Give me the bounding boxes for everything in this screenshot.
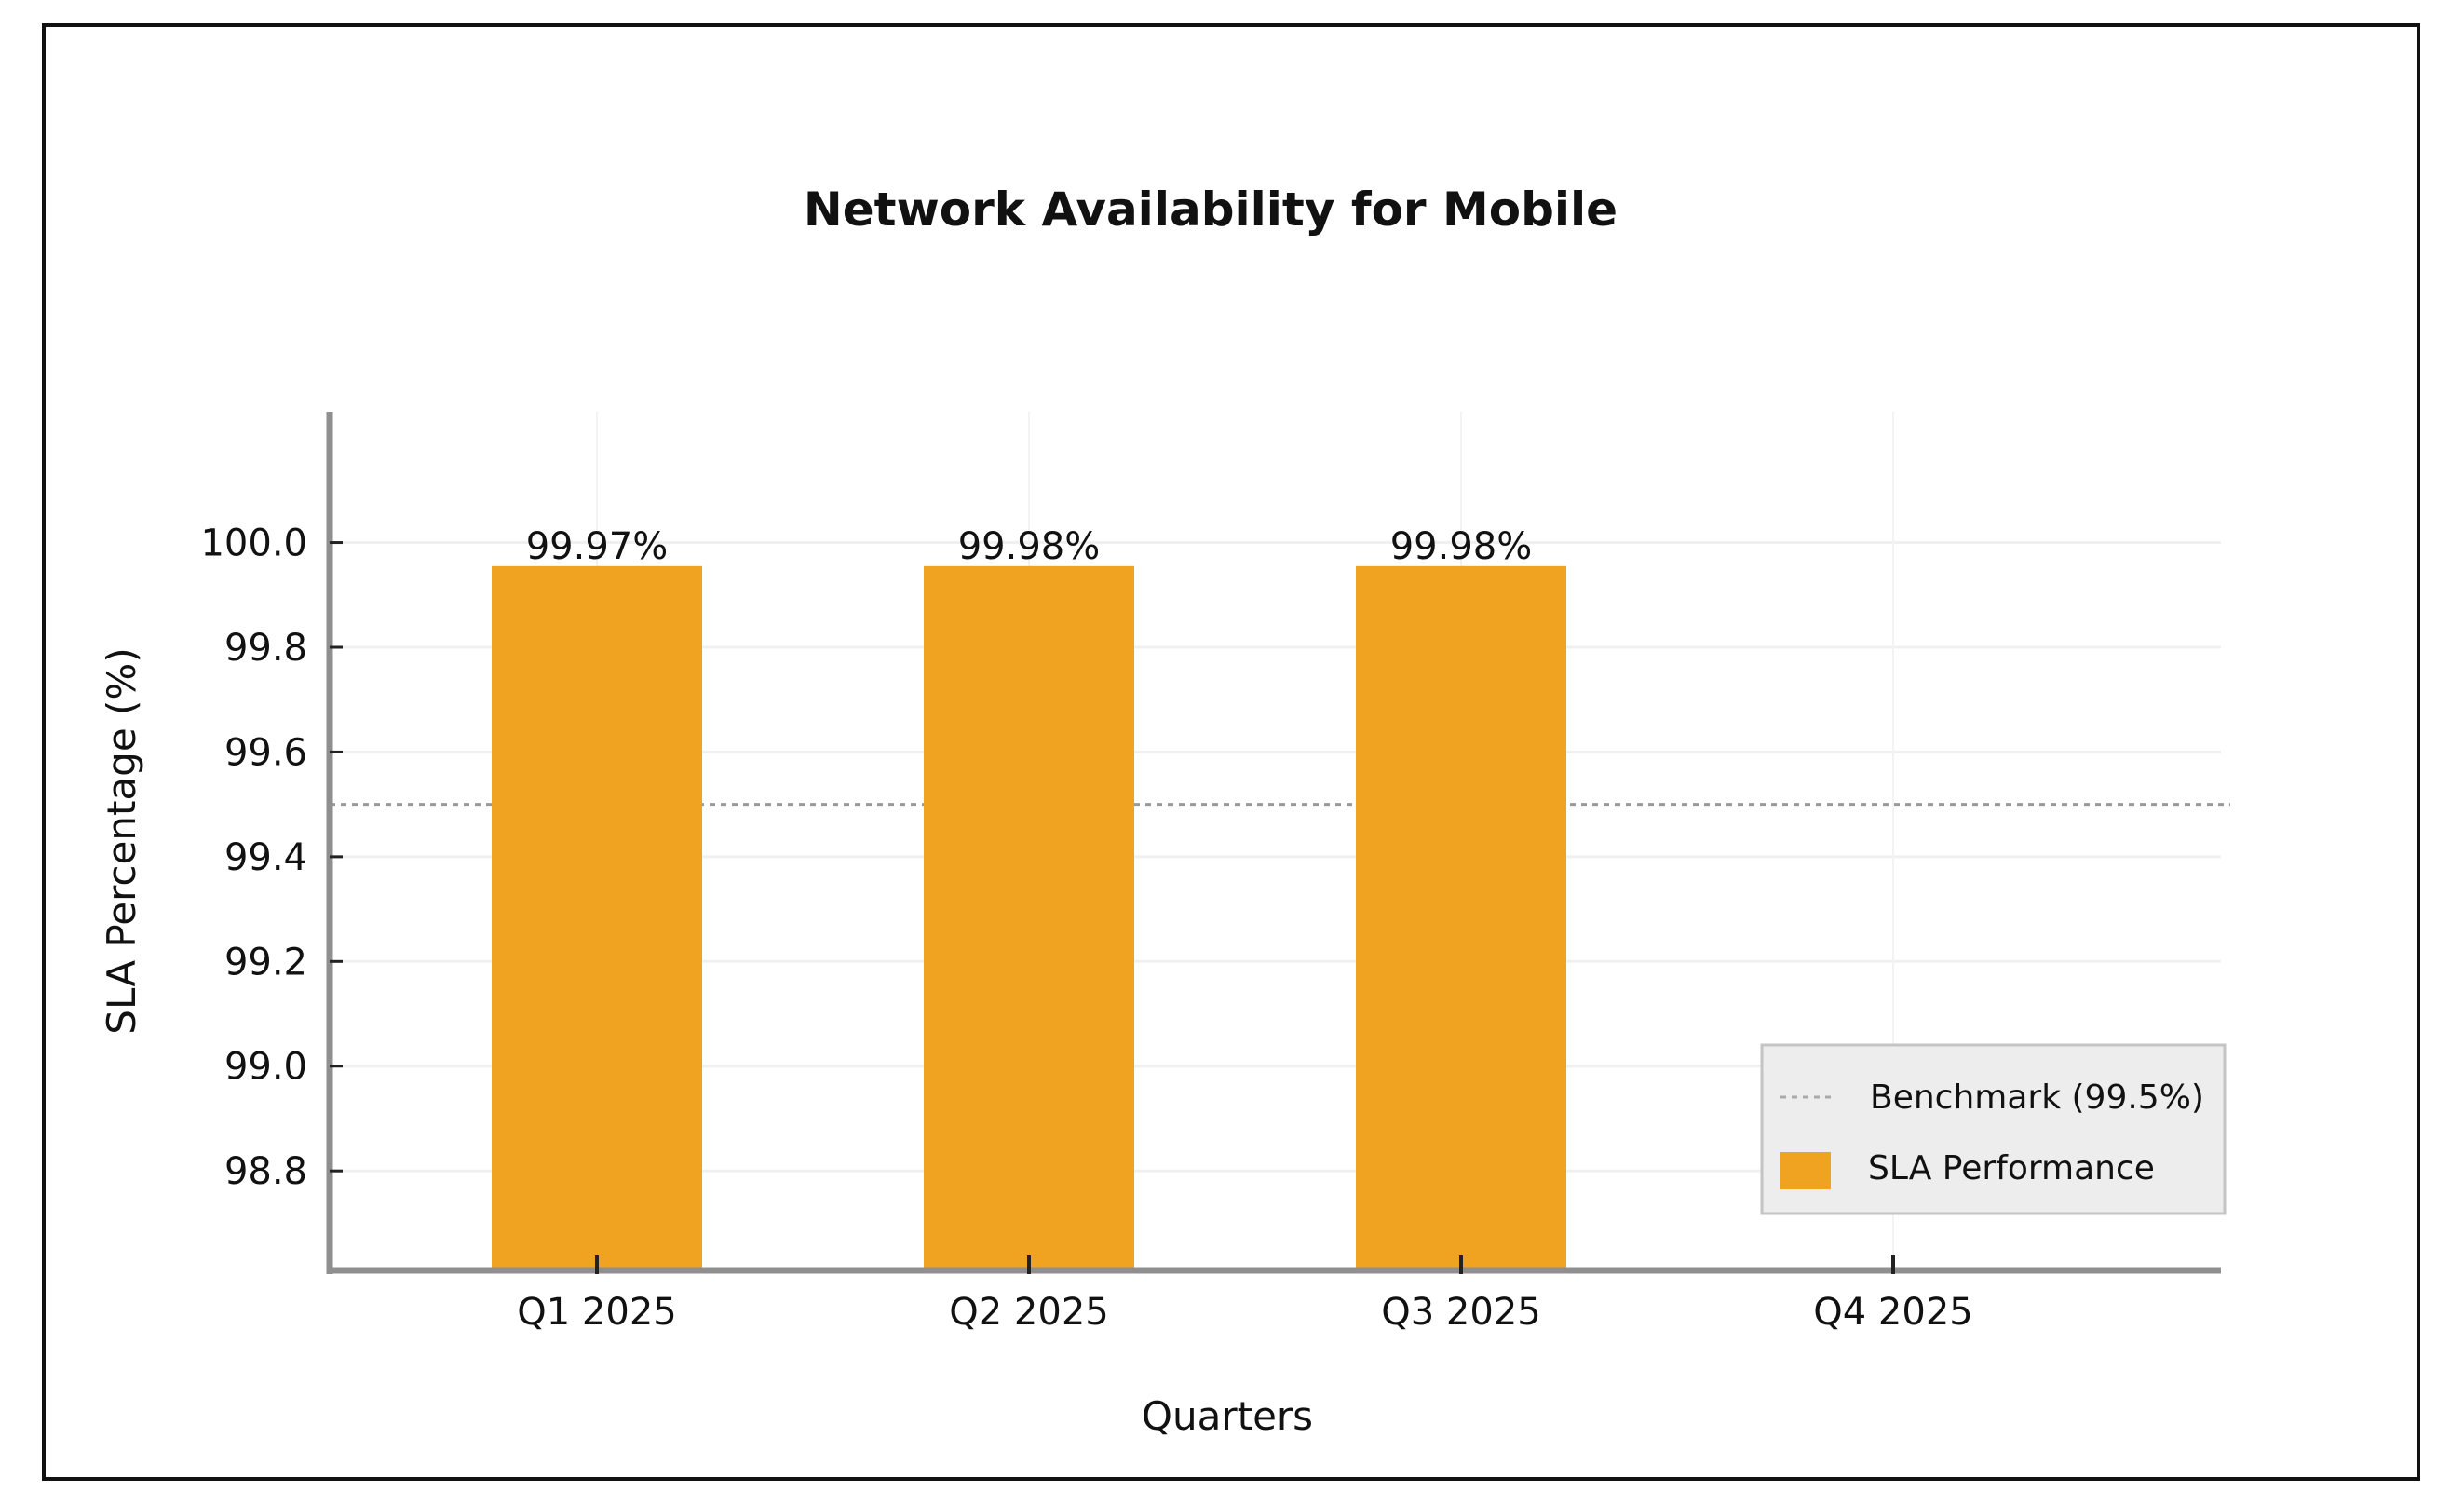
x-tick-label: Q1 2025 (517, 1291, 676, 1334)
x-axis-label: Quarters (1142, 1393, 1313, 1439)
y-tick-label: 99.6 (224, 731, 307, 774)
y-tick-label: 98.8 (224, 1150, 307, 1193)
y-tick-label: 100.0 (200, 522, 307, 565)
legend-benchmark-label: Benchmark (99.5%) (1870, 1079, 2204, 1117)
x-ticks: Q1 2025 Q2 2025 Q3 2025 Q4 2025 (517, 1255, 1973, 1334)
y-tick-label: 99.4 (224, 836, 307, 879)
x-tick-label: Q4 2025 (1813, 1291, 1972, 1334)
legend: Benchmark (99.5%) SLA Performance (1760, 1043, 2227, 1215)
axes (326, 412, 2221, 1274)
bar (1356, 565, 1566, 1270)
bar-value-label: 99.98% (958, 525, 1101, 568)
x-tick-label: Q2 2025 (949, 1291, 1108, 1334)
y-ticks: 98.8 99.0 99.2 99.4 99.6 99.8 100.0 (200, 522, 343, 1193)
y-axis-label: SLA Percentage (%) (99, 647, 144, 1034)
bars: 99.97% 99.98% 99.98% (492, 525, 1566, 1270)
bar (492, 565, 702, 1270)
legend-box (1760, 1043, 2227, 1215)
bar-value-label: 99.97% (526, 525, 669, 568)
bar (924, 565, 1134, 1270)
legend-sla-label: SLA Performance (1868, 1149, 2155, 1187)
x-tick-label: Q3 2025 (1381, 1291, 1540, 1334)
legend-sla-swatch (1780, 1152, 1831, 1189)
chart-title: Network Availability for Mobile (804, 183, 1618, 237)
y-tick-label: 99.2 (224, 941, 307, 984)
bar-value-label: 99.98% (1390, 525, 1533, 568)
y-tick-label: 99.8 (224, 627, 307, 670)
y-tick-label: 99.0 (224, 1046, 307, 1089)
